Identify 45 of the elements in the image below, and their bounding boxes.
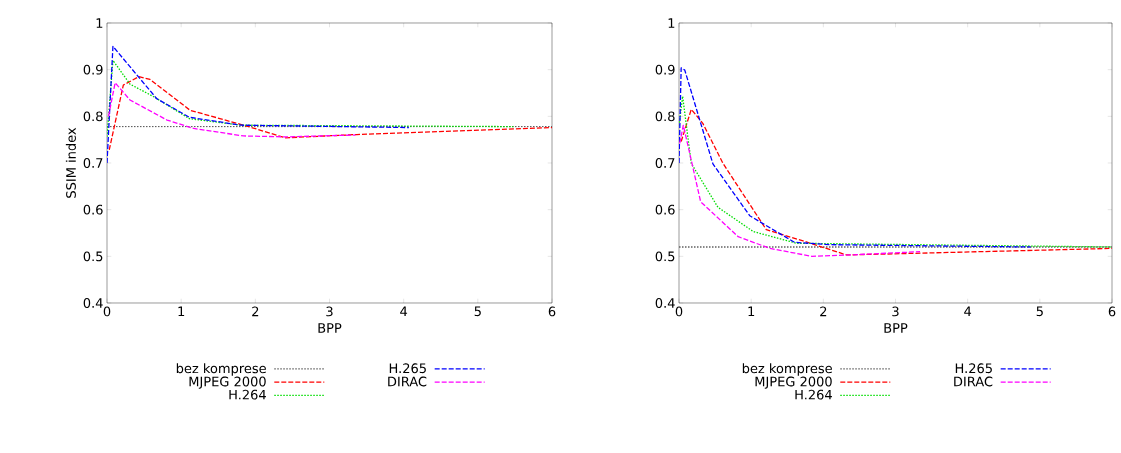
legend-label: MJPEG 2000	[755, 376, 832, 389]
x-tick-label: 3	[892, 306, 899, 317]
y-tick-label: 0.4	[655, 298, 675, 308]
x-tick-label: 2	[820, 306, 827, 317]
x-tick-label: 0	[675, 306, 683, 317]
x-tick-label: 0	[103, 306, 111, 317]
y-axis-title: SSIM index	[65, 127, 76, 198]
legend-label: MJPEG 2000	[189, 376, 266, 389]
y-tick-label: 0.9	[655, 64, 675, 75]
x-tick-label: 6	[1108, 306, 1116, 317]
legend-label: bez komprese	[742, 363, 832, 376]
y-tick-label: 1	[96, 18, 103, 28]
line-series	[679, 67, 1032, 248]
y-tick-label: 0.5	[655, 251, 675, 262]
y-tick-label: 0.6	[655, 204, 675, 215]
y-tick-label: 0.6	[83, 204, 103, 215]
x-tick-label: 4	[400, 306, 408, 317]
line-series	[679, 124, 921, 257]
x-tick-label: 3	[326, 306, 333, 317]
x-axis-title: BPP	[318, 323, 342, 333]
x-tick-label: 2	[252, 306, 259, 317]
legend-label: DIRAC	[954, 376, 993, 387]
y-tick-label: 1	[668, 18, 675, 28]
x-tick-label: 6	[548, 306, 556, 317]
x-tick-label: 1	[748, 306, 755, 317]
y-tick-label: 0.4	[83, 298, 103, 308]
line-series	[107, 82, 357, 138]
legend-label: H.264	[795, 389, 832, 400]
y-tick-label: 0.5	[83, 251, 103, 262]
legend-label: H.265	[955, 363, 992, 374]
y-tick-label: 0.8	[83, 111, 103, 122]
y-tick-label: 0.7	[83, 158, 103, 168]
y-tick-label: 0.7	[655, 158, 675, 168]
y-tick-label: 0.9	[83, 64, 103, 75]
line-series	[108, 76, 552, 151]
x-tick-label: 5	[1036, 306, 1043, 317]
x-axis-title: BPP	[884, 323, 908, 333]
legend-label: H.265	[389, 363, 426, 374]
legend-label: bez komprese	[176, 363, 266, 376]
x-tick-label: 4	[964, 306, 972, 317]
y-tick-label: 0.8	[655, 111, 675, 122]
x-tick-label: 5	[474, 306, 481, 317]
legend-label: DIRAC	[388, 376, 427, 387]
x-tick-label: 1	[178, 306, 185, 317]
legend-label: H.264	[229, 389, 266, 400]
